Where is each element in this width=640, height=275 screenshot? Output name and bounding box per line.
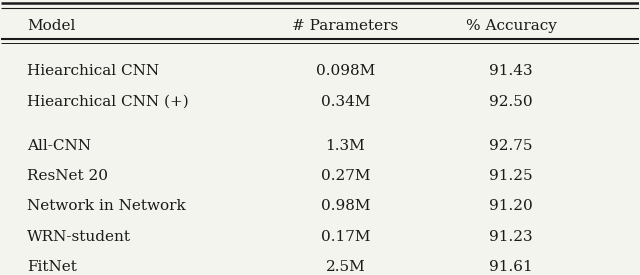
- Text: 91.23: 91.23: [490, 230, 533, 244]
- Text: 1.3M: 1.3M: [326, 139, 365, 153]
- Text: FitNet: FitNet: [27, 260, 77, 274]
- Text: 92.75: 92.75: [490, 139, 533, 153]
- Text: 2.5M: 2.5M: [326, 260, 365, 274]
- Text: Network in Network: Network in Network: [27, 199, 186, 213]
- Text: 0.34M: 0.34M: [321, 95, 370, 109]
- Text: 0.098M: 0.098M: [316, 64, 375, 78]
- Text: % Accuracy: % Accuracy: [466, 19, 557, 33]
- Text: 91.61: 91.61: [490, 260, 533, 274]
- Text: 0.98M: 0.98M: [321, 199, 370, 213]
- Text: 0.17M: 0.17M: [321, 230, 370, 244]
- Text: Hiearchical CNN (+): Hiearchical CNN (+): [27, 95, 189, 109]
- Text: 91.43: 91.43: [490, 64, 533, 78]
- Text: Hiearchical CNN: Hiearchical CNN: [27, 64, 159, 78]
- Text: 0.27M: 0.27M: [321, 169, 370, 183]
- Text: WRN-student: WRN-student: [27, 230, 131, 244]
- Text: 91.20: 91.20: [490, 199, 533, 213]
- Text: All-CNN: All-CNN: [27, 139, 91, 153]
- Text: 91.25: 91.25: [490, 169, 533, 183]
- Text: # Parameters: # Parameters: [292, 19, 399, 33]
- Text: ResNet 20: ResNet 20: [27, 169, 108, 183]
- Text: Model: Model: [27, 19, 76, 33]
- Text: 92.50: 92.50: [490, 95, 533, 109]
